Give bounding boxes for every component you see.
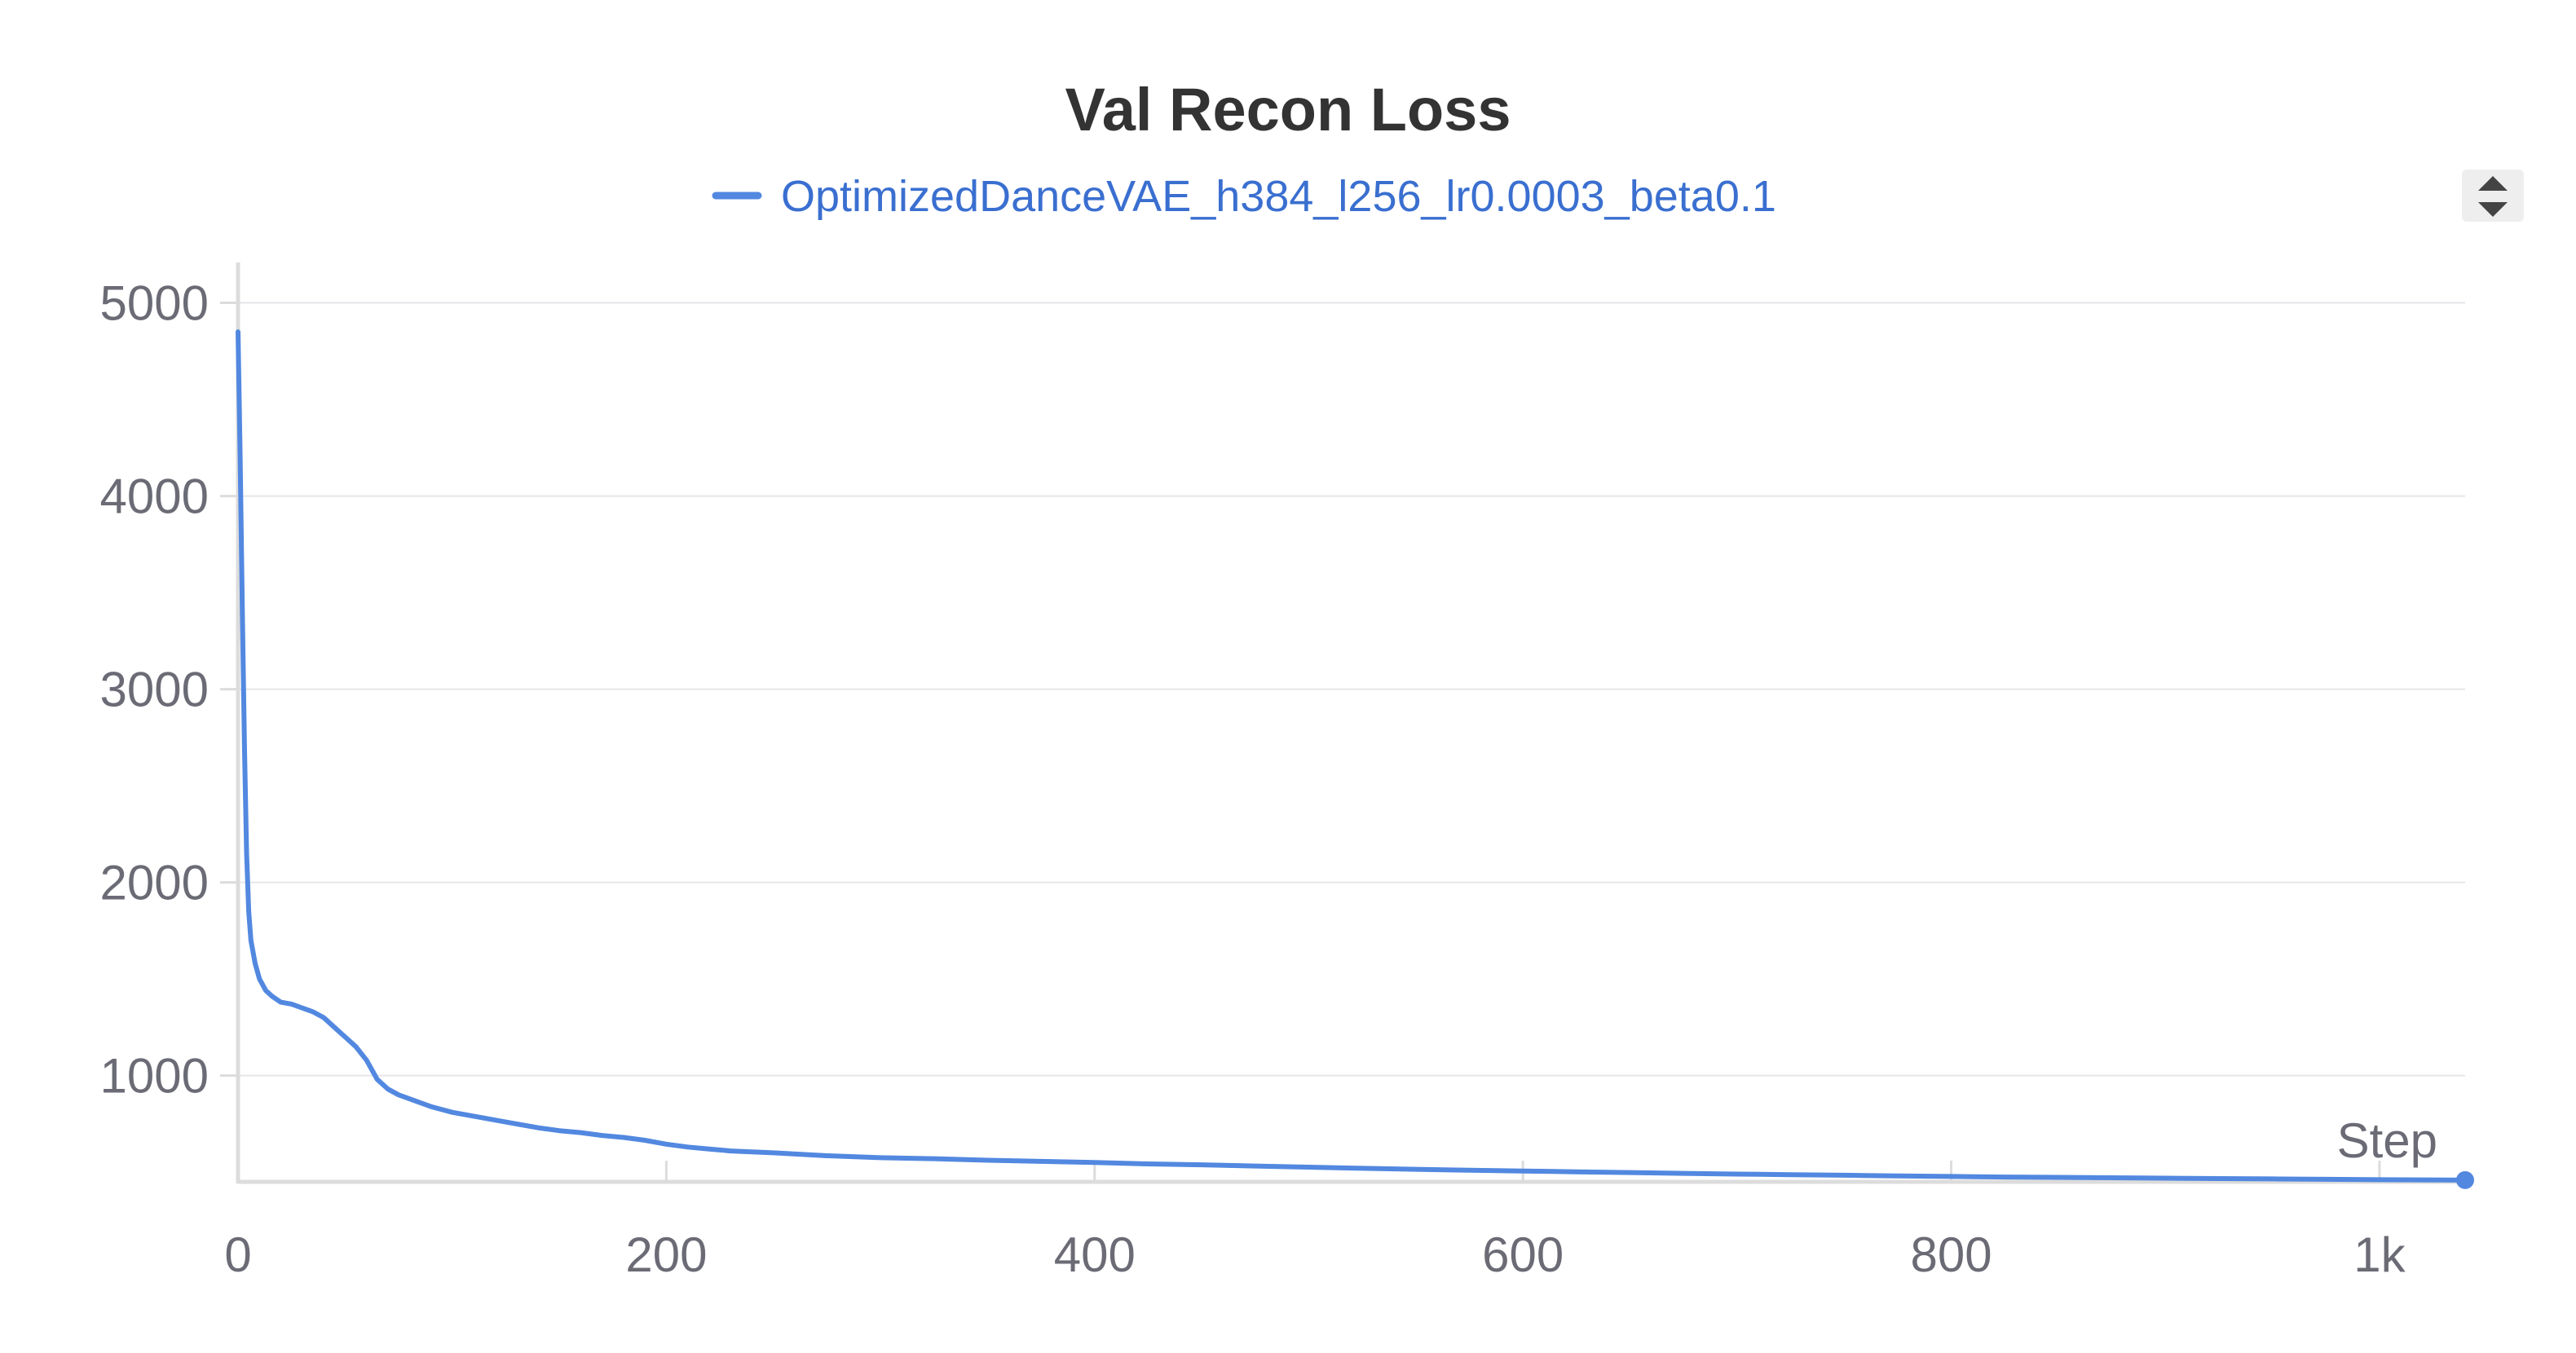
axes [220, 262, 2465, 1184]
x-tick-label: 0 [224, 1227, 251, 1282]
scroll-down-arrow-icon[interactable] [2478, 202, 2508, 217]
x-tick-label: 1k [2353, 1227, 2406, 1282]
series-layer [236, 329, 2474, 1189]
y-tick-label: 4000 [100, 469, 209, 524]
series-end-point [2456, 1170, 2474, 1189]
series-line [236, 329, 2468, 1183]
scroll-up-arrow-icon[interactable] [2478, 176, 2508, 191]
scroll-button-bg[interactable] [2462, 170, 2524, 222]
scroll-up-down-icon[interactable] [2462, 170, 2524, 222]
tick-labels: 1000 2000 3000 4000 5000 0 200 400 600 800 1k [100, 276, 2406, 1282]
x-tick-label: 800 [1910, 1227, 1992, 1282]
y-tick-label: 2000 [100, 856, 209, 910]
y-tick-label: 5000 [100, 276, 209, 331]
x-tick-label: 200 [625, 1227, 707, 1282]
x-tick-label: 600 [1482, 1227, 1564, 1282]
legend-label[interactable]: OptimizedDanceVAE_h384_l256_lr0.0003_bet… [781, 172, 1776, 221]
chart-title: Val Recon Loss [1065, 76, 1511, 143]
x-axis-label: Step [2337, 1113, 2437, 1168]
x-tick-label: 400 [1054, 1227, 1136, 1282]
grid [238, 302, 2465, 1077]
y-tick-label: 3000 [100, 663, 209, 717]
legend: OptimizedDanceVAE_h384_l256_lr0.0003_bet… [712, 172, 1776, 221]
y-tick-label: 1000 [100, 1049, 209, 1104]
